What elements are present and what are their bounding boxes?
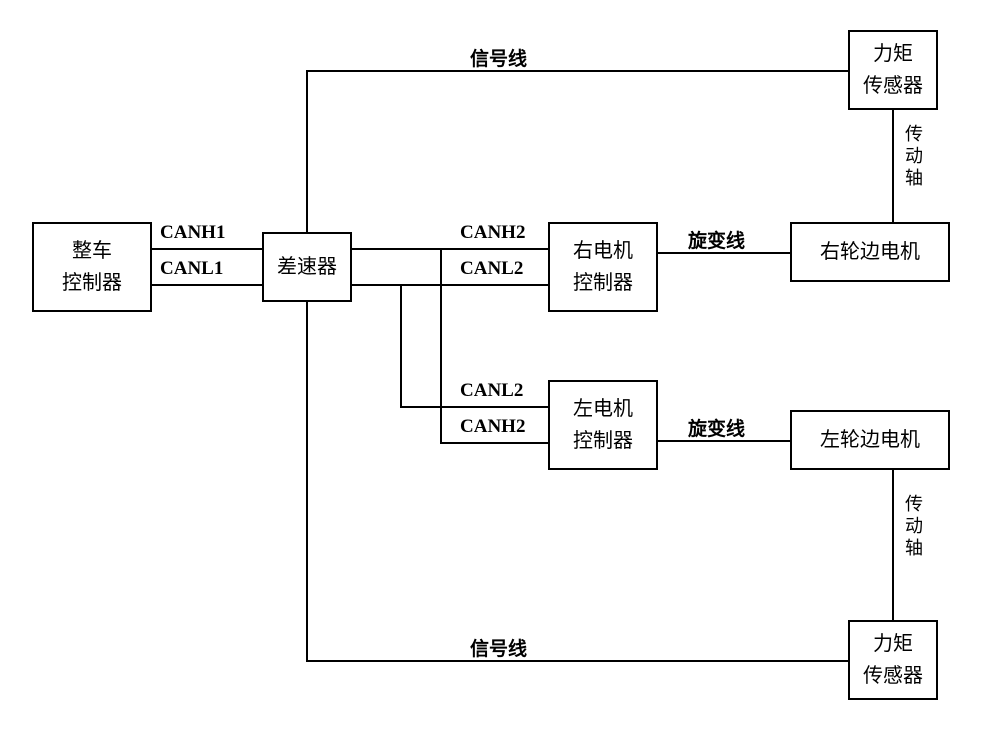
line-shaftL	[892, 470, 894, 620]
label-shaftR: 传动轴	[900, 124, 926, 190]
line-v-canl2	[400, 284, 402, 406]
label-sigTop: 信号线	[470, 44, 527, 71]
label-resR: 旋变线	[688, 226, 745, 253]
label-canh1: CANH1	[160, 222, 225, 244]
line-canh2r	[352, 248, 548, 250]
box-vcu-text: 整车 控制器	[62, 235, 122, 299]
line-sigBot-h	[306, 660, 848, 662]
label-canl1: CANL1	[160, 258, 223, 280]
line-canl2r	[352, 284, 548, 286]
label-resL: 旋变线	[688, 414, 745, 441]
box-lwm: 左轮边电机	[790, 410, 950, 470]
line-canh2l	[440, 442, 548, 444]
diagram-canvas: 整车 控制器 差速器 右电机 控制器 左电机 控制器 右轮边电机 左轮边电机 力…	[0, 0, 1000, 737]
box-diff-text: 差速器	[277, 251, 337, 283]
line-canl1	[152, 284, 262, 286]
label-canh2r: CANH2	[460, 222, 525, 244]
box-diff: 差速器	[262, 232, 352, 302]
box-lmc: 左电机 控制器	[548, 380, 658, 470]
line-shaftR	[892, 110, 894, 222]
box-rtq-text: 力矩 传感器	[863, 38, 923, 102]
box-lmc-text: 左电机 控制器	[573, 393, 633, 457]
box-rwm-text: 右轮边电机	[820, 236, 920, 268]
line-sigTop-h	[306, 70, 848, 72]
box-lwm-text: 左轮边电机	[820, 424, 920, 456]
box-rtq: 力矩 传感器	[848, 30, 938, 110]
line-canl2l	[400, 406, 548, 408]
box-rmc-text: 右电机 控制器	[573, 235, 633, 299]
box-rmc: 右电机 控制器	[548, 222, 658, 312]
box-ltq: 力矩 传感器	[848, 620, 938, 700]
box-ltq-text: 力矩 传感器	[863, 628, 923, 692]
label-sigBot: 信号线	[470, 634, 527, 661]
line-sigTop-v	[306, 70, 308, 232]
label-canl2r: CANL2	[460, 258, 523, 280]
line-sigBot-v	[306, 302, 308, 660]
label-canh2l: CANH2	[460, 416, 525, 438]
label-canl2l: CANL2	[460, 380, 523, 402]
label-shaftL: 传动轴	[900, 494, 926, 560]
box-rwm: 右轮边电机	[790, 222, 950, 282]
line-v-canh2	[440, 248, 442, 442]
line-canh1	[152, 248, 262, 250]
box-vcu: 整车 控制器	[32, 222, 152, 312]
